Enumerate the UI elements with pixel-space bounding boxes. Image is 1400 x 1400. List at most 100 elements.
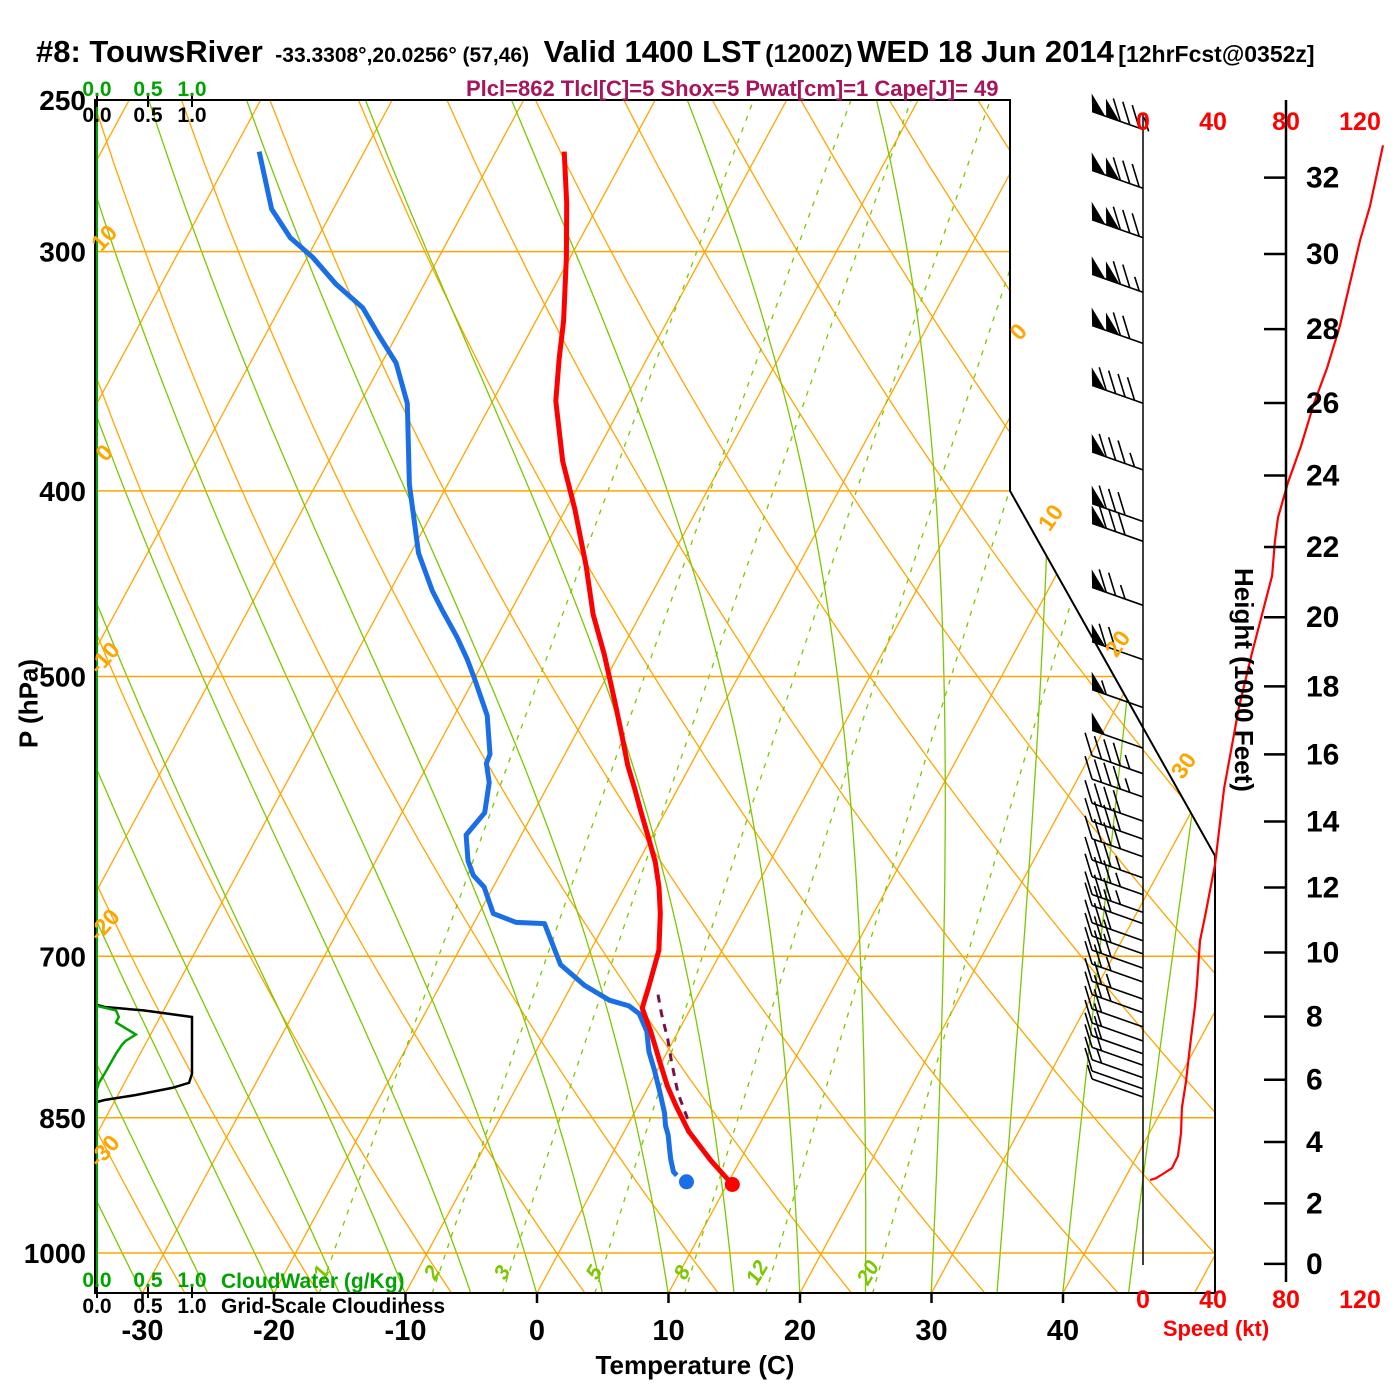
moist-adiabat-line [95, 100, 275, 1293]
wind-barb [1091, 433, 1144, 471]
height-tick-label: 28 [1306, 313, 1339, 346]
moist-adiabat-line [95, 100, 209, 1293]
temperature-axis-title: Temperature (C) [595, 1350, 795, 1380]
dry-adiabat-line [95, 100, 720, 1293]
cloudwater-scale-bottom-label: 0.0 [82, 1269, 111, 1292]
temperature-tick-label: -30 [122, 1315, 164, 1347]
cloudiness-scale-top-label: 0.5 [133, 104, 163, 127]
cloudwater-scale-bottom-label: 0.5 [133, 1269, 163, 1292]
wind-barb [1084, 940, 1144, 983]
isotherm-value-label: -30 [83, 1130, 125, 1172]
height-tick-label: 0 [1306, 1248, 1323, 1281]
speed-tick-label-bottom: 40 [1199, 1286, 1227, 1314]
wind-barb [1084, 797, 1144, 840]
wind-barb [1084, 732, 1144, 775]
moist-adiabat-line [95, 100, 341, 1293]
height-axis-title: Height (1000 Feet) [1229, 568, 1259, 792]
dewpoint-curve [256, 151, 679, 1178]
isotherm-value-label: 10 [1032, 499, 1068, 535]
valid-time: Valid 1400 LST [543, 34, 761, 69]
station-coords: -33.3308°,20.0256° (57,46) [275, 44, 530, 67]
wind-barb [1084, 957, 1144, 1000]
pressure-tick-label: 500 [39, 661, 86, 692]
wind-barb [1084, 926, 1144, 969]
moist-adiabat-line [364, 100, 735, 1293]
isotherm-value-label: 10 [86, 219, 122, 255]
dry-adiabat-line [269, 100, 986, 1293]
isotherm-line [1062, 100, 1215, 1293]
cloudiness-scale-top-label: 0.0 [82, 104, 111, 127]
wind-barb [1084, 1024, 1144, 1067]
dry-adiabat-line [711, 100, 1215, 1293]
height-tick-label: 2 [1306, 1187, 1323, 1220]
height-tick-label: 4 [1306, 1126, 1323, 1159]
moist-adiabat-line [148, 100, 604, 1293]
isotherm-line [95, 100, 525, 1293]
cloudiness-scale-bottom-label: 1.0 [177, 1295, 206, 1318]
mixing-ratio-value-label: 20 [852, 1257, 884, 1290]
isotherm-line [95, 100, 262, 1293]
temperature-tick-label: -10 [385, 1315, 427, 1347]
wind-barb [1084, 985, 1144, 1028]
isotherm-line [1193, 100, 1215, 1293]
cloudiness-scale-bottom-label: 0.5 [133, 1295, 163, 1318]
wind-barb [1084, 815, 1144, 858]
mixing-ratio-line [871, 100, 1215, 1293]
cloudiness-scale-title: Grid-Scale Cloudiness [221, 1295, 446, 1318]
wind-barb [1091, 671, 1144, 709]
cloudwater-scale-top-label: 0.0 [82, 78, 111, 101]
height-tick-label: 32 [1306, 162, 1339, 195]
dry-adiabat-line [357, 100, 1120, 1293]
plot-boundary [94, 99, 1216, 1294]
isotherm-line [667, 100, 1215, 1293]
moist-adiabat-line [1127, 100, 1215, 1293]
temperature-tick-label: -20 [253, 1315, 295, 1347]
surface-dewpoint-dot [678, 1174, 694, 1190]
wind-barb [1091, 485, 1144, 523]
mixing-ratio-line [594, 100, 991, 1293]
wind-barb [1084, 853, 1144, 896]
moist-adiabat-line [875, 100, 946, 1293]
surface-temperature-dot [724, 1177, 740, 1193]
speed-tick-label-top: 120 [1339, 108, 1381, 136]
dry-adiabat-line [95, 100, 586, 1293]
isotherm-line [95, 100, 656, 1293]
dry-adiabat-line [1332, 100, 1400, 1294]
speed-profile [1149, 145, 1385, 1182]
moist-adiabat-line [510, 100, 801, 1293]
height-tick-label: 18 [1306, 670, 1339, 703]
height-tick-label: 24 [1306, 460, 1340, 493]
speed-tick-label-top: 40 [1199, 108, 1227, 136]
mixing-ratio-value-label: 5 [581, 1262, 607, 1284]
mixing-ratio-value-label: 8 [669, 1262, 695, 1284]
mixing-ratio-value-label: 12 [742, 1257, 774, 1289]
wind-barb [1084, 1047, 1144, 1090]
pressure-tick-label: 300 [39, 237, 86, 268]
cloud-profiles [95, 1003, 194, 1104]
temperature-axis: -30 -20 -10 0 10 20 30 40 [122, 1293, 1079, 1347]
isotherm-line [799, 100, 1215, 1293]
isotherm-value-label: 0 [1004, 318, 1032, 345]
dry-adiabat-line [95, 100, 186, 1293]
pressure-axis-title: P (hPa) [13, 658, 44, 749]
height-tick-label: 20 [1306, 601, 1339, 634]
height-tick-label: 10 [1306, 936, 1339, 969]
moist-adiabat-line [95, 100, 472, 1293]
height-tick-label: 12 [1306, 871, 1339, 904]
temperature-tick-label: 10 [652, 1315, 684, 1347]
isotherm-line [95, 100, 393, 1293]
isotherm-value-label: -10 [83, 637, 125, 679]
speed-tick-label-bottom: 120 [1339, 1286, 1381, 1314]
dry-adiabat-line [180, 100, 853, 1293]
temperature-tick-label: 40 [1047, 1315, 1079, 1347]
isotherm-line [273, 100, 919, 1293]
mixing-ratio-line [431, 100, 852, 1293]
moist-adiabat-line [996, 100, 1053, 1293]
height-tick-label: 8 [1306, 1001, 1323, 1034]
cloudwater-scale-title: CloudWater (g/Kg) [221, 1270, 405, 1293]
isotherm-value-label: 20 [1099, 625, 1135, 661]
temperature-curve [553, 151, 735, 1187]
